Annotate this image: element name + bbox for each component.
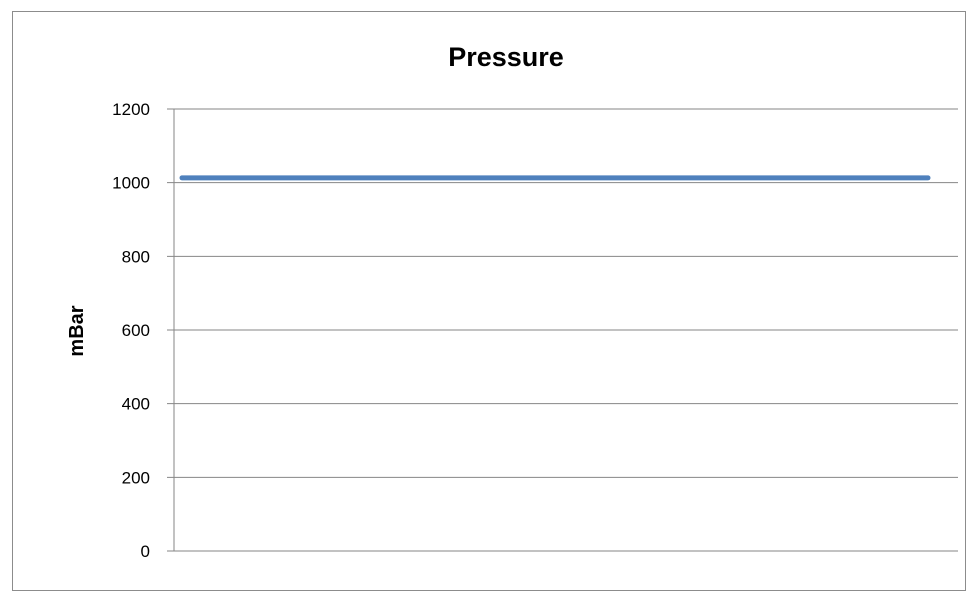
y-axis-title: mBar <box>66 305 88 356</box>
y-tick-label-600: 600 <box>122 321 150 340</box>
axes <box>167 109 958 552</box>
pressure-chart: Pressure mBar 0 200 400 600 800 1000 1200 <box>66 42 958 561</box>
chart-title: Pressure <box>448 42 564 72</box>
y-tick-label-1000: 1000 <box>112 174 150 193</box>
chart-frame <box>12 11 966 591</box>
y-tick-label-0: 0 <box>141 542 150 561</box>
y-tick-label-200: 200 <box>122 468 150 487</box>
y-tick-label-1200: 1200 <box>112 100 150 119</box>
gridlines <box>167 108 958 478</box>
y-tick-label-400: 400 <box>122 395 150 414</box>
y-tick-labels: 0 200 400 600 800 1000 1200 <box>112 100 150 561</box>
y-tick-label-800: 800 <box>122 247 150 266</box>
